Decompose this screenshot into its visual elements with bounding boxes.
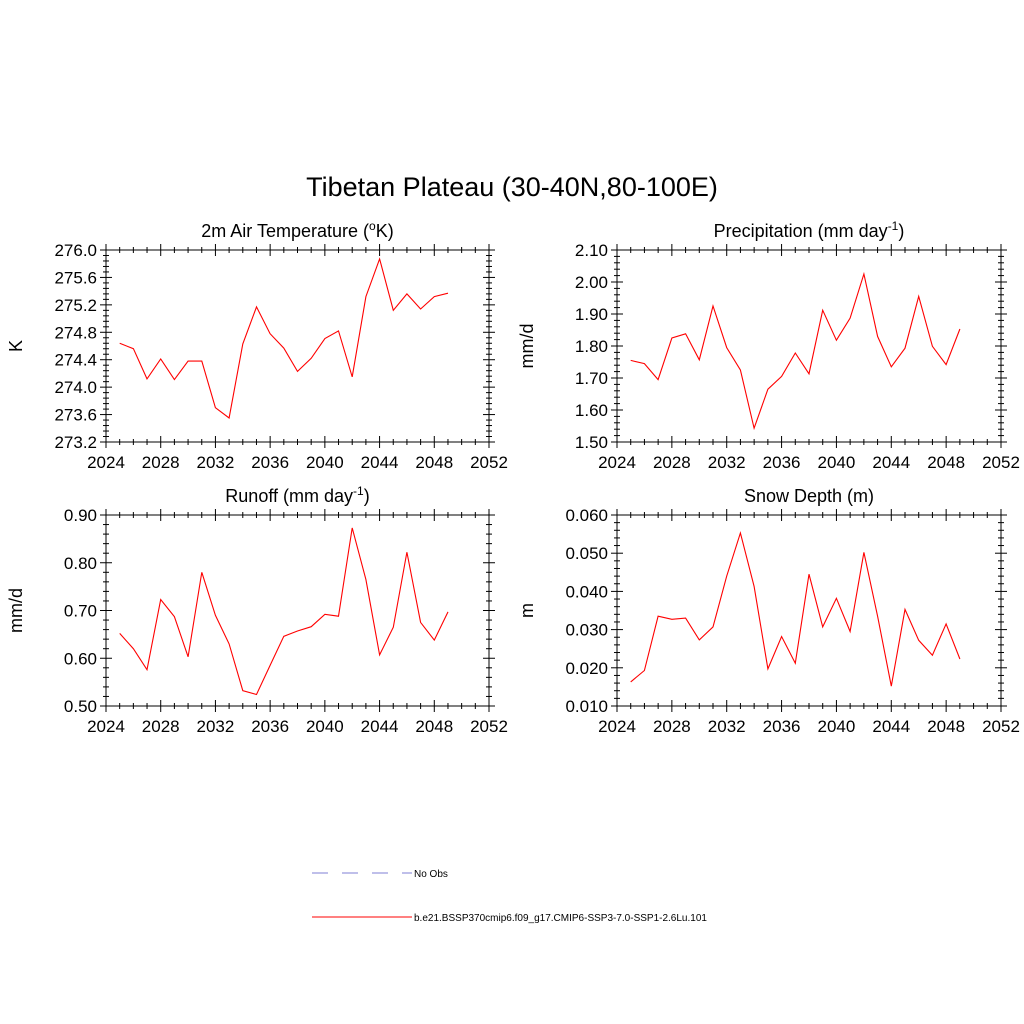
temperature-ytick-label: 274.0 (54, 378, 97, 397)
runoff-xtick-label: 2024 (87, 717, 125, 736)
precipitation-frame (616, 249, 1002, 443)
temperature-ytick-label: 276.0 (54, 241, 97, 260)
legend-label-model-run: b.e21.BSSP370cmip6.f09_g17.CMIP6-SSP3-7.… (414, 913, 707, 924)
precipitation-ticks (611, 244, 1007, 448)
precipitation-title: Precipitation (mm day-1) (714, 219, 905, 241)
precipitation-ytick-label: 2.10 (575, 241, 608, 260)
snow-depth-xtick-label: 2036 (763, 717, 801, 736)
precipitation-ytick-label: 1.90 (575, 305, 608, 324)
precipitation-xtick-label: 2028 (653, 453, 691, 472)
snow-depth-series-line (630, 531, 961, 687)
precipitation-ylabel: mm/d (517, 324, 537, 369)
runoff-title: Runoff (mm day-1) (225, 484, 369, 506)
runoff-ytick-label: 0.80 (64, 554, 97, 573)
precipitation-series-line (630, 271, 961, 431)
temperature-frame (105, 249, 490, 443)
snow-depth-frame (616, 514, 1002, 707)
panels: 2m Air Temperature (oK) K 2024 2028 2032 2036… (6, 219, 1020, 736)
runoff-ytick-label: 0.50 (64, 697, 97, 716)
runoff-ytick-label: 0.70 (64, 602, 97, 621)
snow-depth-ylabel: m (517, 603, 537, 618)
temperature-xtick-label: 2052 (470, 453, 508, 472)
temperature-ytick-label: 274.8 (54, 323, 97, 342)
precipitation-xtick-label: 2032 (708, 453, 746, 472)
temperature-ytick-label: 274.4 (54, 351, 97, 370)
temperature-xtick-label: 2044 (361, 453, 399, 472)
precipitation-ytick-label: 1.50 (575, 433, 608, 452)
snow-depth-ytick-label: 0.040 (565, 582, 608, 601)
runoff-xtick-label: 2052 (470, 717, 508, 736)
temperature-series-line (119, 257, 449, 419)
precipitation-xtick-label: 2036 (763, 453, 801, 472)
runoff-ticks (100, 509, 495, 712)
runoff-ytick-label: 0.90 (64, 506, 97, 525)
precipitation-ytick-label: 2.00 (575, 273, 608, 292)
snow-depth-ticks (611, 509, 1007, 712)
temperature-ylabel: K (6, 340, 26, 352)
temperature-xtick-label: 2024 (87, 453, 125, 472)
temperature-ticks (100, 244, 495, 448)
precipitation-ytick-label: 1.60 (575, 401, 608, 420)
snow-depth-xtick-label: 2024 (598, 717, 636, 736)
snow-depth-xtick-label: 2044 (872, 717, 910, 736)
snow-depth-xtick-label: 2040 (818, 717, 856, 736)
temperature-ytick-label: 275.6 (54, 268, 97, 287)
precipitation-xtick-label: 2044 (872, 453, 910, 472)
runoff-xtick-label: 2036 (251, 717, 289, 736)
temperature-xtick-label: 2048 (415, 453, 453, 472)
temperature-ytick-label: 275.2 (54, 296, 97, 315)
snow-depth-xtick-label: 2028 (653, 717, 691, 736)
snow-depth-ytick-label: 0.060 (565, 506, 608, 525)
snow-depth-ytick-label: 0.030 (565, 621, 608, 640)
runoff-ytick-label: 0.60 (64, 649, 97, 668)
runoff-xtick-label: 2040 (306, 717, 344, 736)
runoff-frame (105, 514, 490, 707)
precipitation-xtick-label: 2052 (982, 453, 1020, 472)
figure-title: Tibetan Plateau (30-40N,80-100E) (306, 172, 718, 202)
snow-depth-ytick-label: 0.020 (565, 659, 608, 678)
snow-depth-ytick-label: 0.010 (565, 697, 608, 716)
runoff-xtick-label: 2028 (142, 717, 180, 736)
precipitation-ytick-label: 1.80 (575, 337, 608, 356)
panel-snow-depth: Snow Depth (m) m 2024 2028 2032 2036 2040 2044 2… (517, 486, 1020, 736)
legend: No Obs b.e21.BSSP370cmip6.f09_g17.CMIP6-… (312, 869, 707, 924)
precipitation-xtick-label: 2048 (927, 453, 965, 472)
temperature-xtick-label: 2040 (306, 453, 344, 472)
snow-depth-xtick-label: 2052 (982, 717, 1020, 736)
runoff-series-line (119, 527, 449, 696)
runoff-xtick-label: 2032 (197, 717, 235, 736)
temperature-title: 2m Air Temperature (oK) (201, 219, 393, 241)
temperature-xtick-label: 2036 (251, 453, 289, 472)
temperature-ytick-label: 273.6 (54, 406, 97, 425)
panel-precipitation: Precipitation (mm day-1) mm/d 2024 2028 2032… (517, 219, 1020, 472)
snow-depth-ytick-label: 0.050 (565, 544, 608, 563)
temperature-ytick-label: 273.2 (54, 433, 97, 452)
runoff-ylabel: mm/d (6, 588, 26, 633)
panel-runoff: Runoff (mm day-1) mm/d 2024 2028 2032 2036 204… (6, 484, 508, 736)
runoff-xtick-label: 2048 (415, 717, 453, 736)
temperature-xtick-label: 2028 (142, 453, 180, 472)
legend-label-no-obs: No Obs (414, 869, 448, 880)
snow-depth-title: Snow Depth (m) (744, 486, 874, 506)
precipitation-ytick-label: 1.70 (575, 369, 608, 388)
snow-depth-xtick-label: 2048 (927, 717, 965, 736)
runoff-xtick-label: 2044 (361, 717, 399, 736)
snow-depth-xtick-label: 2032 (708, 717, 746, 736)
precipitation-xtick-label: 2040 (818, 453, 856, 472)
panel-temperature: 2m Air Temperature (oK) K 2024 2028 2032 2036… (6, 219, 508, 472)
temperature-xtick-label: 2032 (197, 453, 235, 472)
precipitation-xtick-label: 2024 (598, 453, 636, 472)
